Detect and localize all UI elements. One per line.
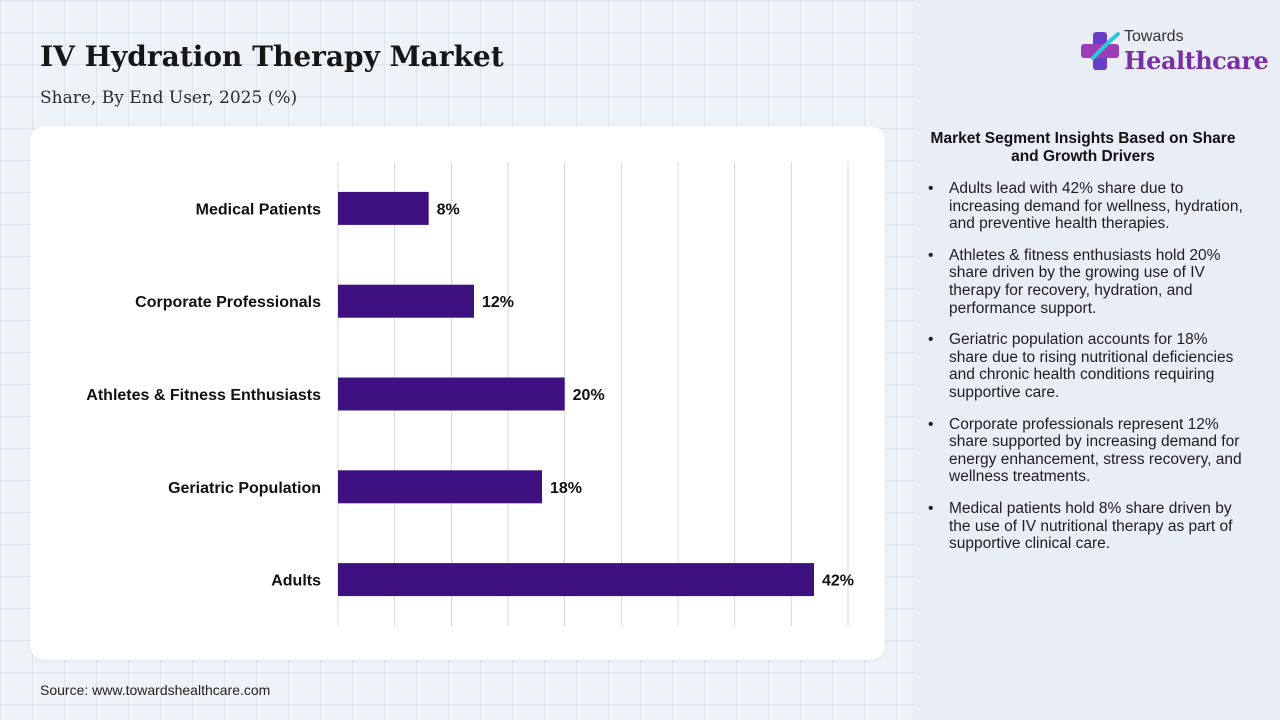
chart-card: Medical Patients 8% Corporate Professional… [30, 126, 885, 660]
source-note: Source: www.towardshealthcare.com [40, 682, 271, 698]
brand-name-top: Towards [1124, 28, 1184, 45]
category-label: Athletes & Fitness Enthusiasts [86, 387, 321, 404]
medical-cross-icon [1081, 32, 1120, 70]
insights-list: Adults lead with 42% share due to increa… [928, 180, 1246, 567]
value-label: 42% [822, 573, 854, 590]
brand-logo[interactable]: Towards Healthcare [1080, 28, 1269, 78]
bar [338, 377, 565, 411]
value-label: 8% [437, 201, 460, 218]
insight-item: Corporate professionals represent 12% sh… [928, 416, 1246, 486]
category-label: Geriatric Population [168, 480, 321, 497]
bar [338, 191, 429, 225]
value-label: 20% [573, 387, 605, 404]
category-label: Corporate Professionals [135, 294, 321, 311]
insight-item: Athletes & fitness enthusiasts hold 20% … [928, 247, 1246, 317]
insight-item: Geriatric population accounts for 18% sh… [928, 331, 1246, 401]
insights-title: Market Segment Insights Based on Share a… [930, 130, 1236, 165]
bar [338, 563, 814, 597]
insight-item: Adults lead with 42% share due to increa… [928, 180, 1246, 233]
category-label: Adults [271, 573, 321, 590]
value-label: 12% [482, 294, 514, 311]
brand-name-main: Healthcare [1124, 46, 1269, 75]
page-title: IV Hydration Therapy Market [40, 40, 504, 73]
value-label: 18% [550, 480, 582, 497]
category-label: Medical Patients [196, 201, 321, 218]
insight-item: Medical patients hold 8% share driven by… [928, 500, 1246, 553]
bar [338, 284, 474, 318]
bar [338, 470, 542, 504]
bar-chart: Medical Patients 8% Corporate Professional… [86, 162, 854, 626]
page-subtitle: Share, By End User, 2025 (%) [40, 88, 298, 108]
